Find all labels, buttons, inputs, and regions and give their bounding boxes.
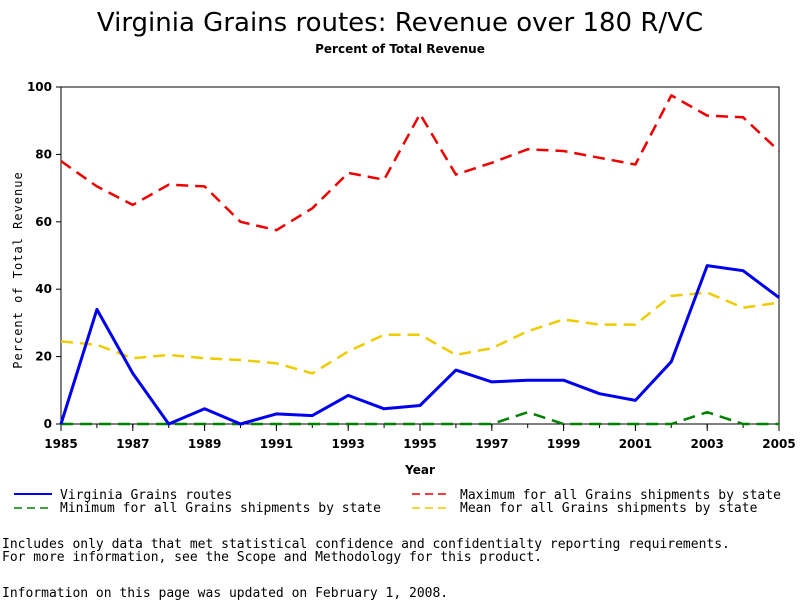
x-tick-label: 1995: [403, 437, 436, 451]
x-tick-label: 2005: [762, 437, 795, 451]
plot-area: 0 20 40 60 80 100 1985 1987 1989 1991 1993 1995 1997…: [27, 80, 796, 451]
x-tick-label: 2003: [690, 437, 723, 451]
x-tick-label: 2001: [619, 437, 652, 451]
y-tick-label: 40: [35, 282, 52, 296]
note-confidence: Includes only data that met statistical …: [2, 537, 730, 552]
y-tick-label: 0: [44, 417, 52, 431]
x-tick-label: 1985: [44, 437, 77, 451]
series-line-0: [59, 264, 780, 426]
y-axis-label: Percent of Total Revenue: [11, 171, 25, 368]
y-tick-label: 20: [35, 350, 52, 364]
series-line-2: [61, 410, 779, 426]
legend: Virginia Grains routes Maximum for all Gr…: [14, 488, 781, 516]
legend-label-0: Virginia Grains routes: [60, 488, 232, 503]
legend-label-3: Mean for all Grains shipments by state: [460, 501, 758, 516]
y-tick-label: 80: [35, 147, 52, 161]
chart-title: Virginia Grains routes: Revenue over 180…: [97, 8, 703, 38]
x-tick-label: 1993: [331, 437, 364, 451]
y-tick-label: 60: [35, 215, 52, 229]
x-tick-label: 1991: [260, 437, 293, 451]
x-tick-label: 1987: [116, 437, 149, 451]
legend-label-1: Maximum for all Grains shipments by stat…: [460, 488, 781, 503]
legend-label-2: Minimum for all Grains shipments by stat…: [60, 501, 381, 516]
chart-subtitle: Percent of Total Revenue: [315, 42, 485, 56]
x-tick-label: 1989: [188, 437, 221, 451]
x-tick-label: 1999: [547, 437, 580, 451]
y-tick-label: 100: [27, 80, 52, 94]
note-methodology: For more information, see the Scope and …: [2, 550, 543, 565]
plot-frame: [60, 86, 780, 425]
x-tick-label: 1997: [475, 437, 508, 451]
x-axis-label: Year: [404, 463, 435, 477]
series-line-1: [60, 94, 780, 232]
note-updated: Information on this page was updated on …: [2, 586, 449, 601]
series-line-3: [60, 291, 780, 375]
